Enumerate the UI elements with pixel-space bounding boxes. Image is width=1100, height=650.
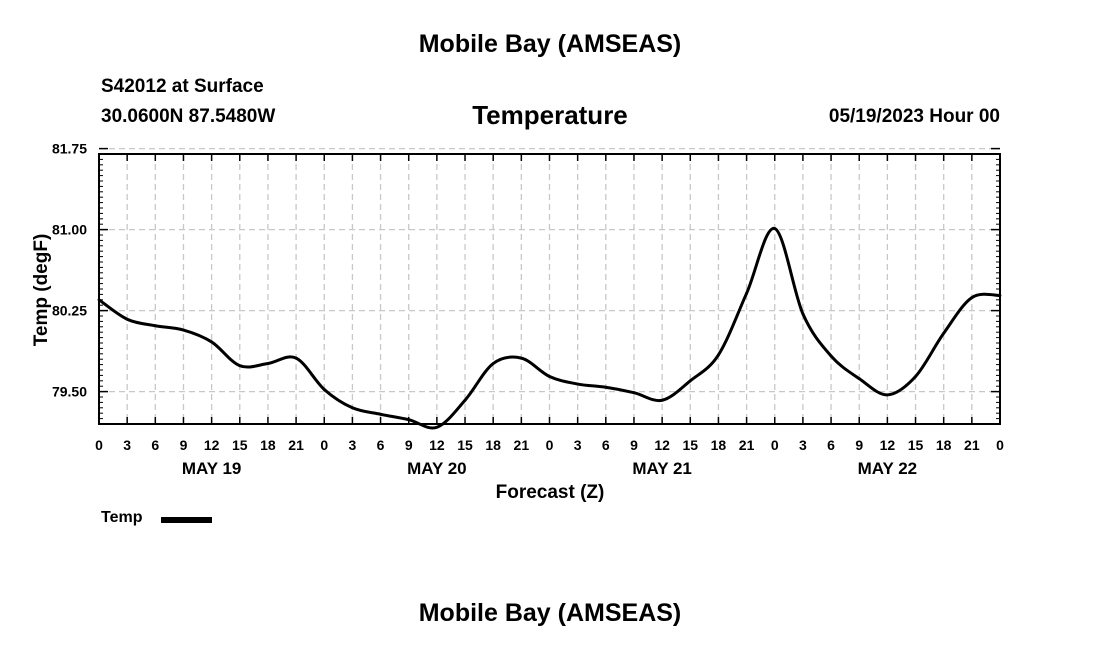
data-point (914, 375, 917, 378)
x-tick-label: 21 (739, 437, 755, 453)
chart-title-top: Mobile Bay (AMSEAS) (418, 30, 682, 58)
x-tick-label: 18 (711, 437, 727, 453)
data-point (407, 418, 411, 422)
x-tick-label: 18 (260, 437, 276, 453)
data-point (576, 382, 580, 386)
legend-label: Temp (101, 509, 143, 526)
data-point (351, 406, 354, 410)
x-tick-label: 6 (377, 437, 385, 453)
data-point (688, 379, 692, 383)
station-label: S42012 at Surface (101, 76, 264, 97)
x-tick-label: 12 (654, 437, 670, 453)
data-point (125, 317, 129, 321)
data-point (153, 324, 157, 328)
data-point (942, 331, 946, 335)
data-point (97, 298, 101, 302)
x-tick-label: 3 (123, 437, 131, 453)
data-point (998, 294, 1002, 297)
x-tick-label: 6 (602, 437, 610, 453)
data-point (885, 393, 889, 397)
data-point (266, 362, 270, 365)
legend-swatch (161, 517, 212, 523)
data-point (745, 291, 748, 295)
data-point (660, 398, 664, 402)
data-point (829, 354, 833, 358)
x-tick-label: 0 (95, 437, 103, 453)
data-point (294, 356, 298, 360)
day-label: MAY 21 (632, 459, 692, 478)
series-line-temp (98, 227, 1001, 430)
data-point (182, 328, 185, 332)
x-tick-label: 0 (996, 437, 1004, 453)
x-tick-label: 6 (827, 437, 835, 453)
variable-title: Temperature (472, 100, 628, 130)
y-tick-label: 79.50 (52, 384, 87, 400)
data-point (379, 412, 382, 416)
x-tick-label: 0 (546, 437, 554, 453)
y-tick-label: 80.25 (52, 303, 87, 319)
data-point (463, 398, 467, 402)
x-tick-label: 3 (574, 437, 582, 453)
x-tick-label: 9 (855, 437, 863, 453)
station-coordinates: 30.0600N 87.5480W (101, 106, 276, 127)
x-axis-label: Forecast (Z) (495, 482, 605, 503)
x-tick-label: 6 (151, 437, 159, 453)
y-tick-label: 81.75 (52, 141, 87, 157)
x-tick-label: 12 (880, 437, 896, 453)
run-time-label: 05/19/2023 Hour 00 (828, 106, 1000, 127)
y-tick-label: 81.00 (52, 222, 87, 238)
data-point (435, 425, 439, 429)
data-point (519, 356, 523, 360)
data-point (632, 391, 636, 395)
data-point (970, 296, 974, 300)
data-point (238, 364, 242, 368)
x-tick-label: 15 (232, 437, 248, 453)
x-tick-label: 18 (485, 437, 501, 453)
x-tick-label: 21 (514, 437, 530, 453)
x-tick-label: 0 (320, 437, 328, 453)
data-point (548, 375, 551, 378)
x-tick-label: 12 (429, 437, 445, 453)
data-point (604, 385, 608, 389)
x-tick-label: 0 (771, 437, 779, 453)
x-tick-label: 3 (349, 437, 357, 453)
x-tick-label: 12 (204, 437, 220, 453)
data-point (717, 353, 720, 357)
chart-title-bottom: Mobile Bay (AMSEAS) (418, 599, 682, 627)
x-tick-label: 9 (630, 437, 638, 453)
data-point (322, 388, 326, 391)
plot-frame (98, 153, 1001, 425)
x-tick-label: 15 (457, 437, 473, 453)
data-point (857, 377, 861, 381)
day-label: MAY 22 (858, 459, 918, 478)
data-point (801, 312, 805, 316)
x-tick-label: 15 (682, 437, 698, 453)
x-tick-label: 9 (180, 437, 188, 453)
data-point (491, 362, 495, 365)
x-tick-label: 21 (288, 437, 304, 453)
day-label: MAY 20 (407, 459, 467, 478)
x-tick-label: 15 (908, 437, 924, 453)
x-tick-label: 3 (799, 437, 807, 453)
data-point (210, 340, 214, 344)
x-tick-label: 18 (936, 437, 952, 453)
day-label: MAY 19 (182, 459, 242, 478)
x-tick-label: 9 (405, 437, 413, 453)
data-point (773, 227, 777, 230)
x-tick-label: 21 (964, 437, 980, 453)
